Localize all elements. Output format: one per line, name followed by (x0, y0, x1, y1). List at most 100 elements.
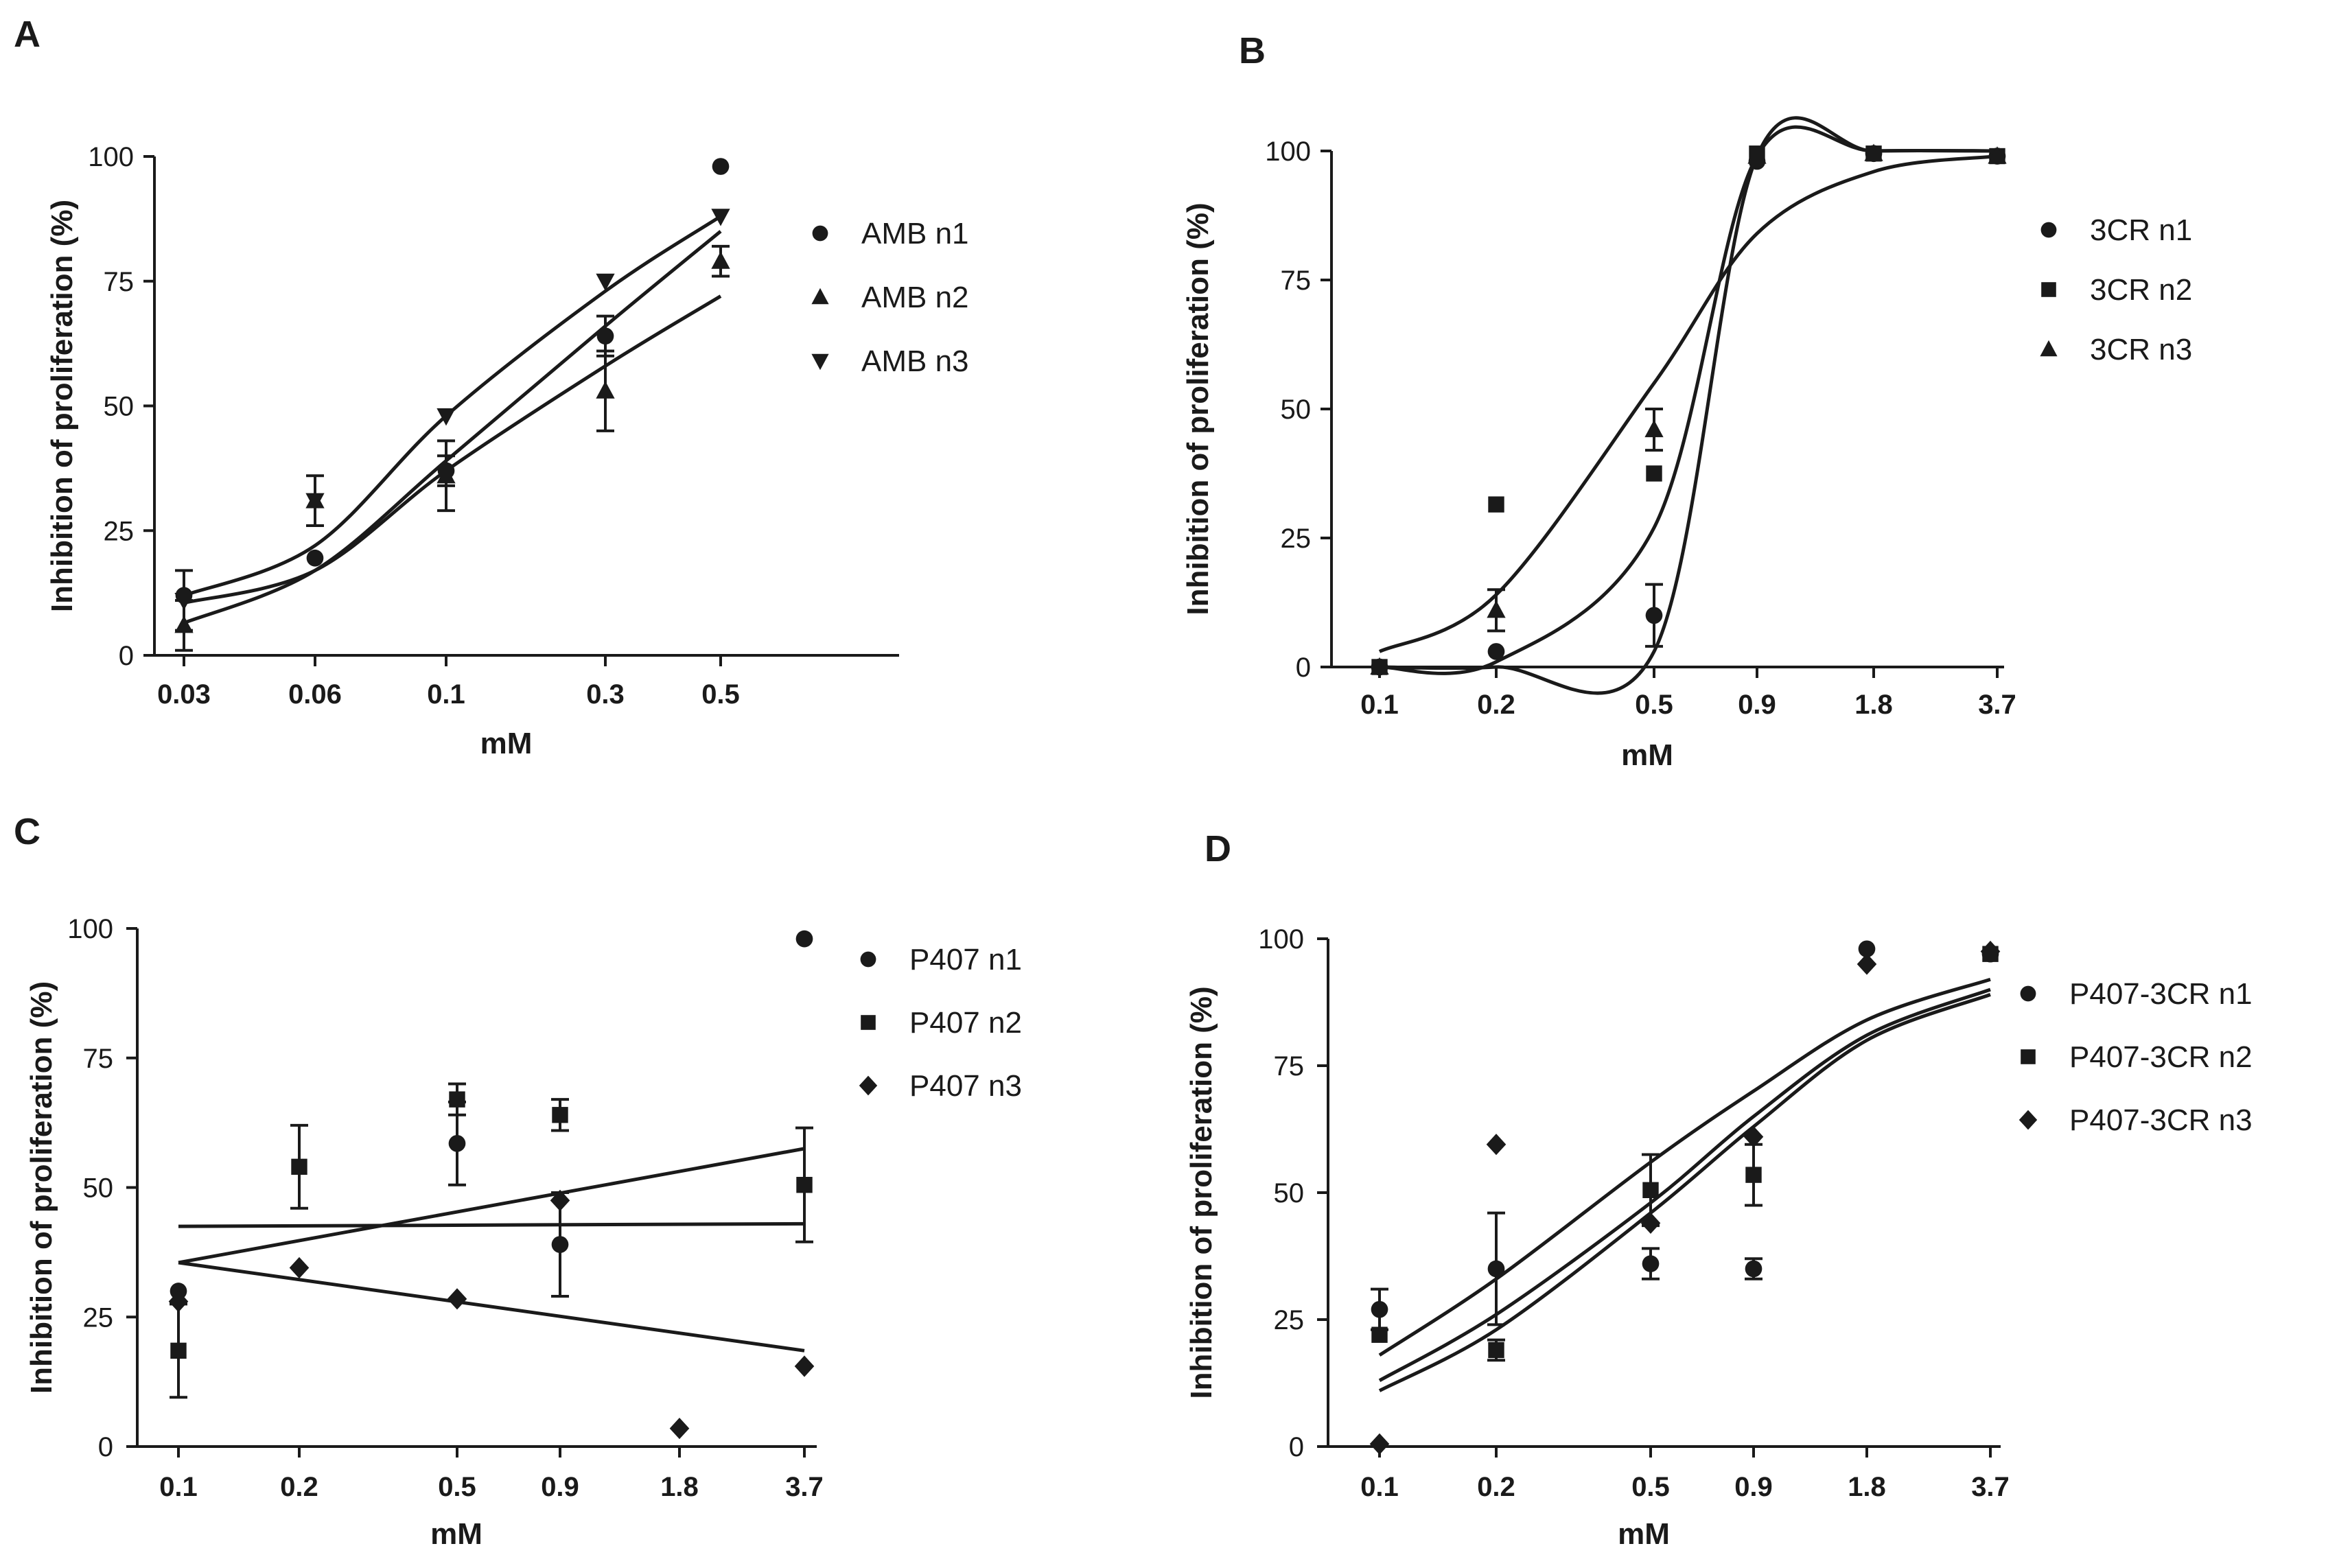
legend-label: P407-3CR n3 (2069, 1103, 2253, 1137)
data-point (1864, 143, 1883, 161)
data-point (711, 251, 730, 269)
panel-label-c: C (14, 811, 40, 852)
x-tick-label: 0.06 (288, 679, 342, 710)
data-point (1645, 607, 1663, 624)
legend-marker (811, 288, 829, 305)
x-tick-label: 0.2 (1477, 1472, 1515, 1502)
data-point (449, 1091, 465, 1108)
data-point (1745, 1167, 1762, 1183)
y-axis-label: Inhibition of proliferation (%) (1181, 202, 1215, 615)
data-point (1745, 1260, 1762, 1278)
fit-curve (178, 1261, 805, 1353)
legend-marker (2020, 985, 2036, 1002)
data-point (1646, 465, 1662, 482)
fit-curve (178, 1147, 805, 1265)
data-point (1371, 1300, 1388, 1318)
data-point (305, 493, 325, 511)
y-tick-label: 25 (104, 516, 135, 546)
y-tick-label: 100 (1258, 924, 1304, 955)
x-axis-label: mM (1618, 1517, 1670, 1551)
y-tick-label: 0 (1296, 653, 1311, 683)
panel-label-a: A (14, 14, 40, 55)
x-tick-label: 3.7 (785, 1472, 824, 1502)
y-tick-label: 50 (83, 1173, 114, 1204)
data-point (1488, 1342, 1504, 1359)
data-point (796, 1177, 813, 1193)
y-tick-label: 100 (1265, 137, 1311, 167)
fit-curve (1379, 125, 1998, 675)
data-point (1642, 1182, 1659, 1198)
data-point (1644, 419, 1664, 438)
legend-label: P407 n2 (909, 1006, 1022, 1040)
legend-marker (2019, 1110, 2038, 1130)
y-tick-label: 100 (88, 142, 134, 172)
data-point (1858, 940, 1876, 958)
fit-curve (1379, 116, 1998, 695)
data-point (795, 930, 813, 948)
data-point (1988, 146, 2007, 164)
y-axis-label: Inhibition of proliferation (%) (25, 981, 58, 1394)
data-point (1486, 1134, 1506, 1156)
data-point (437, 408, 456, 426)
legend-label: P407 n1 (909, 943, 1022, 976)
legend-label: AMB n1 (861, 217, 969, 250)
x-tick-label: 1.8 (660, 1472, 699, 1502)
data-point (1487, 1260, 1505, 1278)
fit-curve (178, 1221, 805, 1228)
x-tick-label: 0.5 (1635, 690, 1673, 720)
x-tick-label: 0.1 (1360, 690, 1399, 720)
x-tick-label: 0.9 (1734, 1472, 1773, 1502)
data-point (1743, 1126, 1764, 1148)
data-point (437, 465, 456, 484)
legend-marker (2040, 222, 2057, 238)
data-point (289, 1256, 310, 1279)
x-tick-label: 0.2 (1477, 690, 1515, 720)
data-point (1980, 940, 2001, 963)
legend-label: AMB n2 (861, 281, 969, 314)
data-point (550, 1189, 570, 1211)
data-point (596, 381, 615, 399)
legend-marker (861, 1015, 876, 1030)
legend-marker (860, 951, 876, 968)
x-tick-label: 1.8 (1854, 690, 1893, 720)
y-tick-label: 0 (98, 1432, 113, 1462)
data-point (1369, 1433, 1390, 1455)
fit-curve (1378, 977, 1991, 1357)
y-tick-label: 25 (83, 1302, 114, 1333)
x-tick-label: 3.7 (1978, 690, 2016, 720)
legend-marker (2021, 1049, 2036, 1064)
x-axis-label: mM (480, 727, 533, 760)
data-point (669, 1417, 690, 1440)
y-tick-label: 25 (1281, 524, 1312, 554)
y-tick-label: 0 (1289, 1432, 1304, 1462)
y-tick-label: 50 (1281, 395, 1312, 425)
data-point (712, 158, 730, 175)
data-point (1371, 1326, 1388, 1343)
y-tick-label: 75 (1274, 1051, 1305, 1081)
y-tick-label: 0 (119, 641, 134, 671)
data-point (711, 209, 730, 226)
data-point (596, 327, 614, 345)
data-point (1642, 1255, 1660, 1272)
y-tick-label: 50 (1274, 1178, 1305, 1208)
panel-d-chart: 0 25 50 75 100 0.1 0.2 0.5 0.9 1.8 3.7 mM Inhibition… (1185, 924, 2253, 1551)
legend-label: P407-3CR n1 (2069, 977, 2253, 1011)
panel-label-d: D (1205, 828, 1231, 869)
data-point (1487, 600, 1506, 618)
x-tick-label: 0.1 (1360, 1472, 1399, 1502)
y-tick-label: 50 (104, 392, 135, 422)
x-tick-label: 0.03 (157, 679, 211, 710)
legend-marker (2040, 340, 2058, 357)
data-point (168, 1291, 189, 1313)
data-point (1747, 146, 1767, 164)
y-axis-label: Inhibition of proliferation (%) (1185, 986, 1218, 1399)
x-tick-label: 0.9 (1738, 690, 1776, 720)
x-tick-label: 0.3 (586, 679, 625, 710)
y-tick-label: 25 (1274, 1305, 1305, 1335)
x-tick-label: 0.1 (159, 1472, 198, 1502)
data-point (551, 1236, 569, 1253)
fit-curve (1378, 987, 1991, 1382)
data-point (794, 1355, 815, 1377)
legend-label: AMB n3 (861, 344, 969, 378)
x-tick-label: 0.5 (1631, 1472, 1670, 1502)
